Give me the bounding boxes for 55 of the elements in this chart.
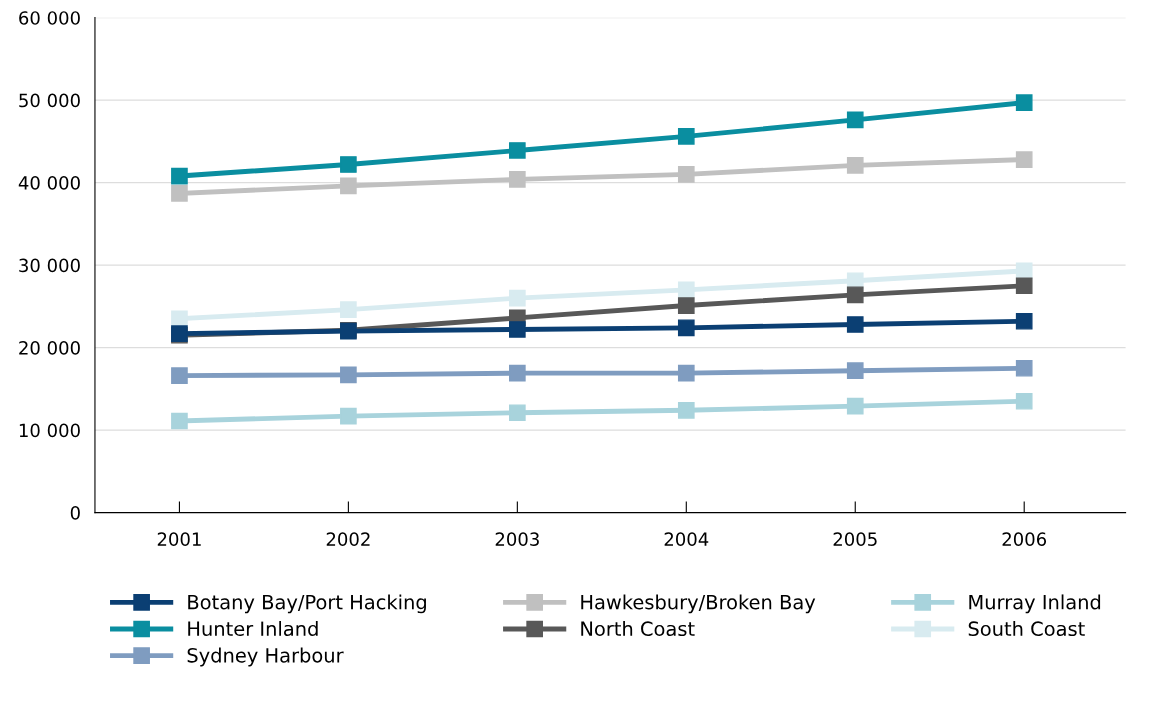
point	[846, 156, 864, 174]
y-tick-label: 50 000	[19, 93, 80, 108]
legend-label: Murray Inland	[969, 594, 1101, 614]
point	[1015, 151, 1033, 168]
legend-label: South Coast	[968, 621, 1085, 637]
point	[846, 111, 864, 129]
point	[846, 286, 864, 304]
point	[1015, 392, 1033, 410]
point	[1015, 94, 1033, 111]
y-tick-label: 40 000	[18, 176, 80, 190]
point	[509, 364, 526, 382]
point	[340, 366, 357, 384]
point	[509, 142, 526, 159]
x-tick-label: 2001	[157, 532, 201, 546]
y-tick-label: 0	[70, 506, 80, 520]
point	[171, 167, 188, 185]
point	[171, 310, 188, 328]
point	[677, 297, 695, 314]
point	[1015, 277, 1033, 295]
point	[677, 166, 695, 183]
legend-label: Sydney Harbour	[187, 647, 344, 667]
point	[340, 156, 357, 173]
point	[509, 321, 526, 338]
point	[171, 412, 188, 430]
point	[846, 397, 864, 415]
y-tick-label: 10 000	[19, 423, 80, 438]
x-tick-label: 2002	[326, 532, 370, 546]
legend-label: Hunter Inland	[188, 621, 318, 637]
legend-label: Botany Bay/Port Hacking	[188, 594, 426, 614]
x-tick-label: 2005	[833, 532, 877, 546]
point	[340, 407, 357, 425]
point	[677, 281, 695, 299]
point	[677, 401, 695, 419]
point	[340, 301, 357, 319]
point	[677, 319, 695, 337]
point	[509, 404, 526, 422]
point	[1015, 359, 1033, 377]
y-tick-label: 60 000	[19, 11, 80, 25]
point	[846, 362, 864, 380]
point	[171, 185, 188, 202]
point	[340, 177, 357, 195]
y-tick-label: 30 000	[19, 258, 80, 273]
legend-label: Hawkesbury/Broken Bay	[581, 594, 816, 614]
point	[677, 128, 695, 145]
point	[171, 367, 188, 384]
point	[509, 171, 526, 188]
point	[846, 316, 864, 333]
x-tick-label: 2006	[1002, 532, 1047, 546]
x-tick-label: 2003	[495, 532, 539, 546]
y-tick-label: 20 000	[19, 341, 80, 355]
point	[677, 364, 695, 382]
x-tick-label: 2004	[664, 532, 709, 546]
point	[1015, 312, 1033, 330]
legend-label: North Coast	[581, 621, 695, 637]
point	[509, 289, 526, 307]
